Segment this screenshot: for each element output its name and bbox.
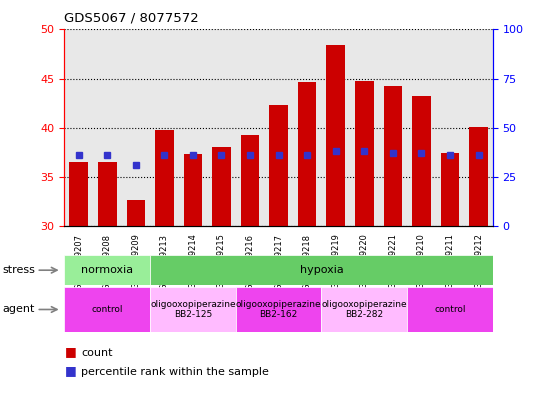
Bar <box>127 200 145 226</box>
Bar <box>384 86 402 226</box>
Text: GDS5067 / 8077572: GDS5067 / 8077572 <box>64 12 199 25</box>
Bar <box>241 134 259 226</box>
Bar <box>321 287 407 332</box>
Text: oligooxopiperazine
BB2-125: oligooxopiperazine BB2-125 <box>150 300 236 319</box>
Text: count: count <box>81 348 113 358</box>
Bar <box>355 81 374 226</box>
Bar <box>150 287 236 332</box>
Text: ■: ■ <box>64 364 76 377</box>
Text: oligooxopiperazine
BB2-282: oligooxopiperazine BB2-282 <box>321 300 407 319</box>
Text: control: control <box>434 305 466 314</box>
Bar <box>407 287 493 332</box>
Bar <box>269 105 288 226</box>
Text: stress: stress <box>3 265 36 275</box>
Text: ■: ■ <box>64 345 76 358</box>
Bar <box>64 287 150 332</box>
Bar <box>441 153 459 226</box>
Bar <box>98 162 116 226</box>
Bar <box>212 147 231 226</box>
Text: hypoxia: hypoxia <box>300 265 343 275</box>
Text: agent: agent <box>3 305 35 314</box>
Bar <box>326 45 345 226</box>
Text: control: control <box>91 305 123 314</box>
Bar <box>412 96 431 226</box>
Bar <box>236 287 321 332</box>
Bar <box>298 81 316 226</box>
Text: normoxia: normoxia <box>81 265 133 275</box>
Bar <box>69 162 88 226</box>
Bar <box>155 130 174 226</box>
Bar <box>150 255 493 285</box>
Bar <box>64 255 150 285</box>
Text: percentile rank within the sample: percentile rank within the sample <box>81 367 269 377</box>
Text: oligooxopiperazine
BB2-162: oligooxopiperazine BB2-162 <box>236 300 321 319</box>
Bar <box>469 127 488 226</box>
Bar <box>184 154 202 226</box>
